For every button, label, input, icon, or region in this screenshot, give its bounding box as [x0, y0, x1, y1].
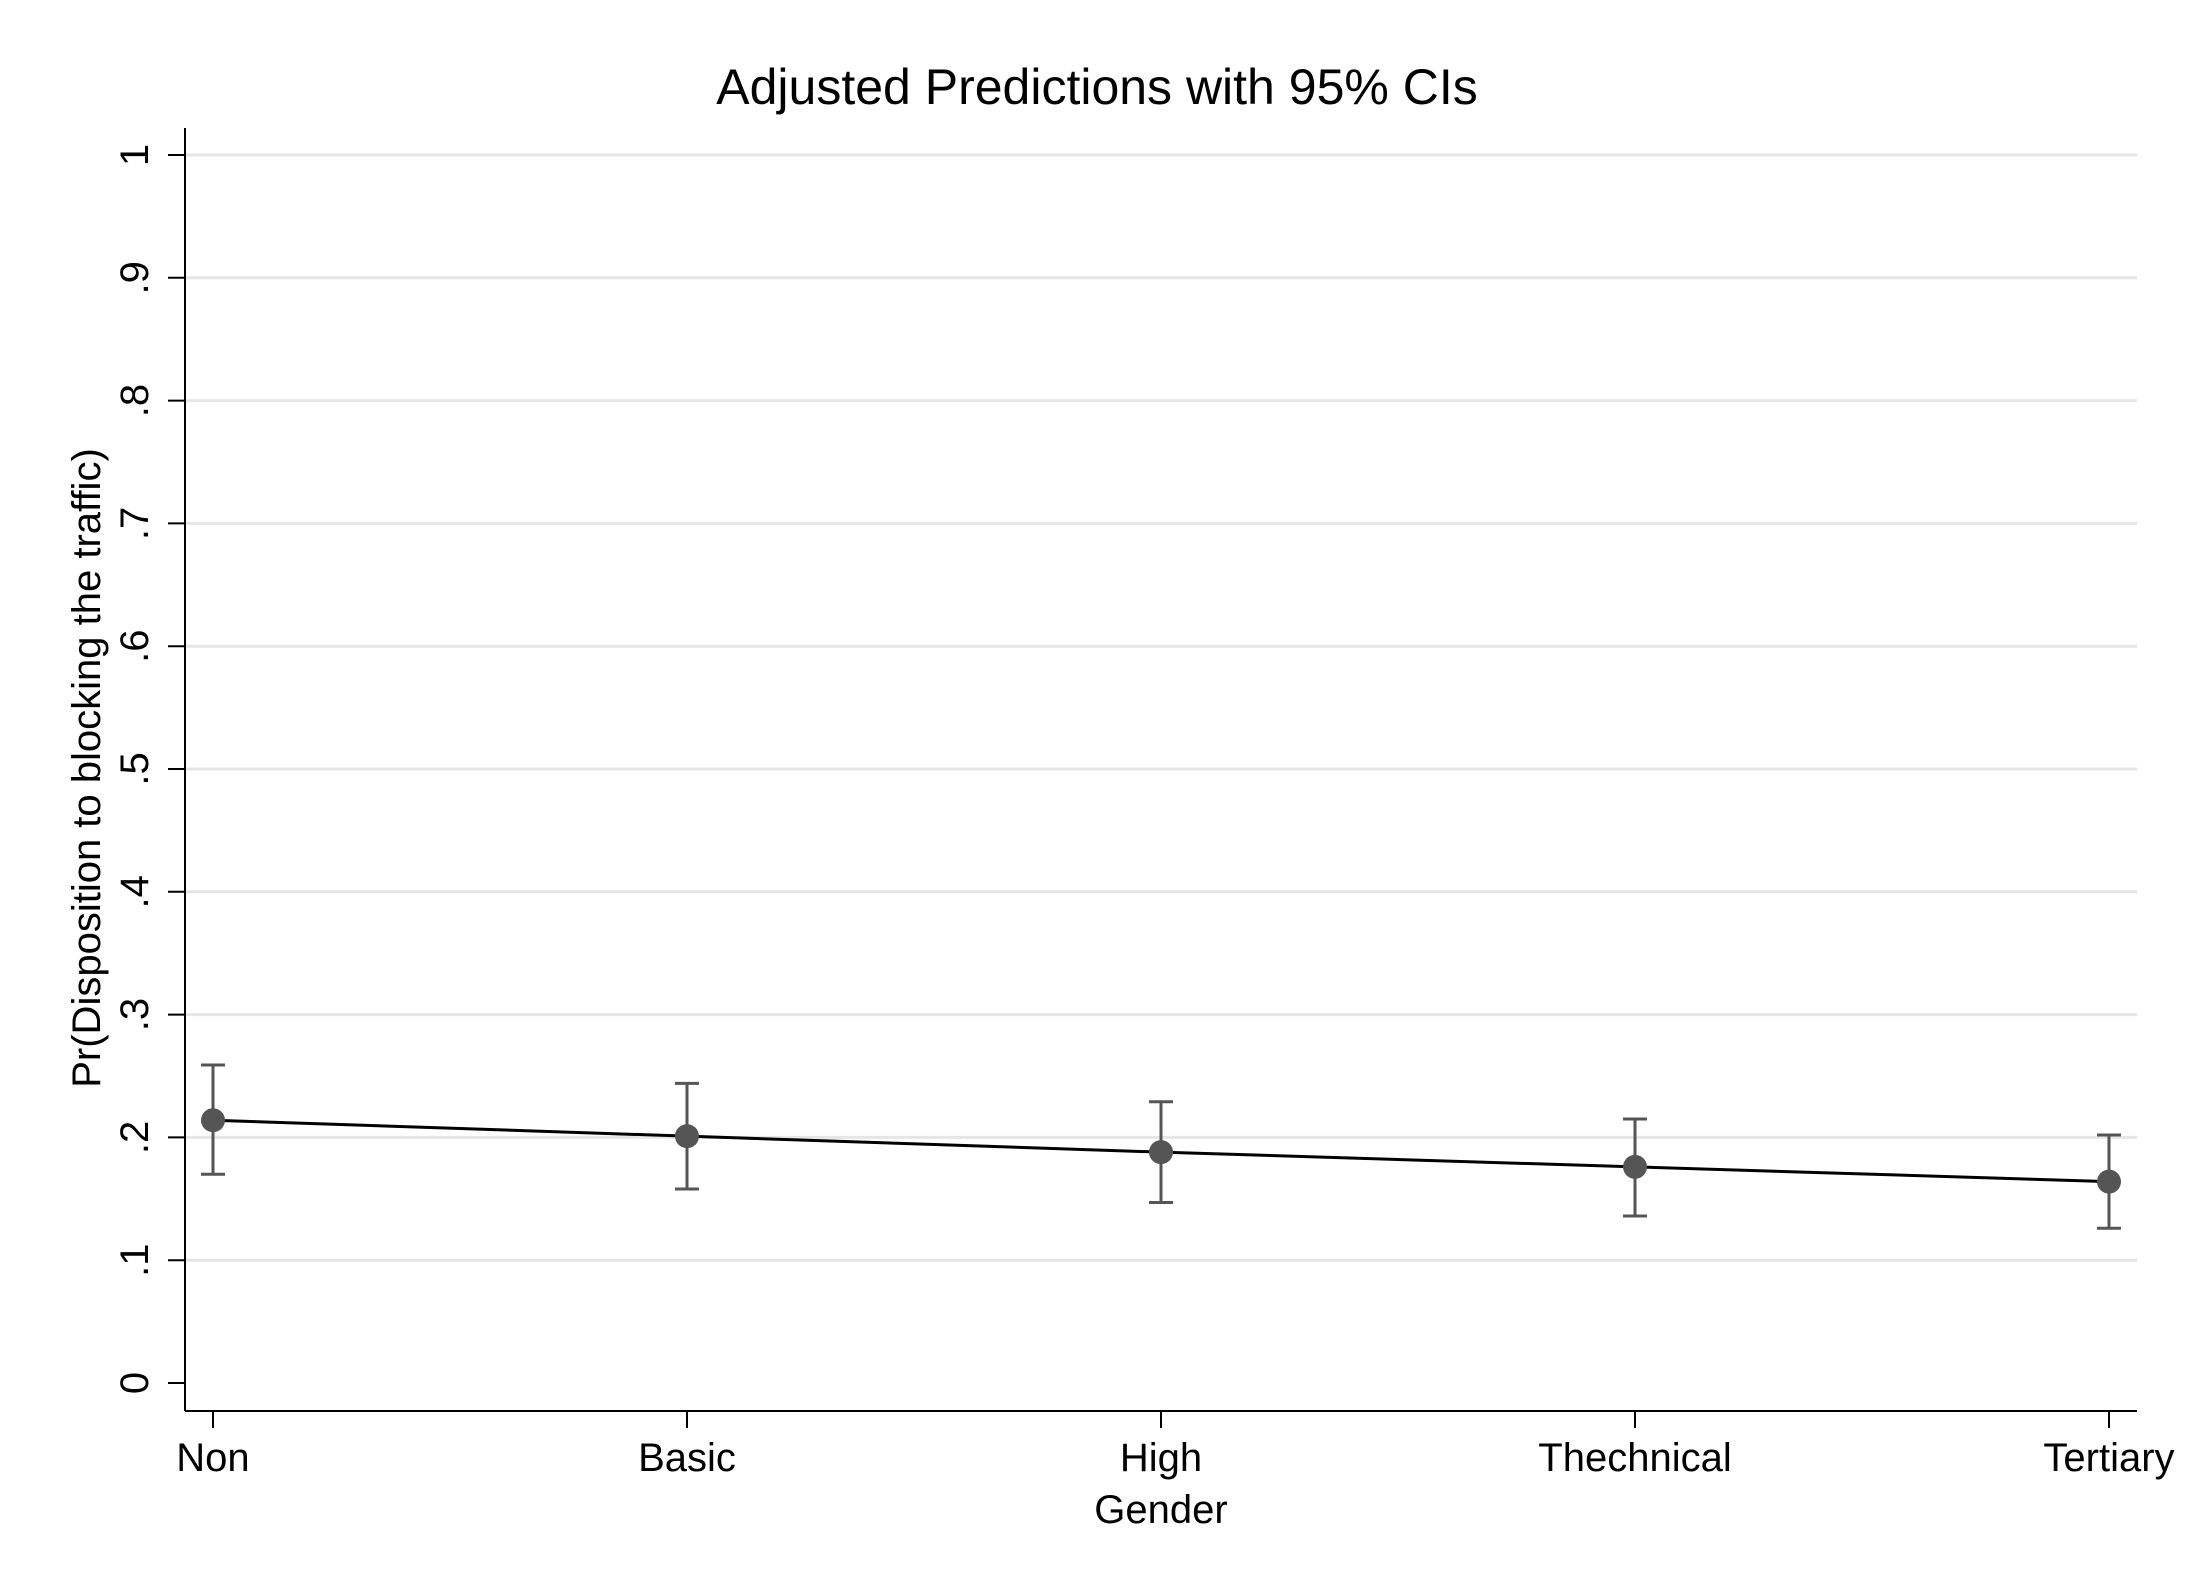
data-point	[1149, 1140, 1173, 1165]
y-tick-label: .2	[113, 1121, 157, 1154]
y-tick-label: .6	[113, 630, 157, 663]
x-tick-label: Tertiary	[2043, 1436, 2174, 1480]
x-tick-label: Thechnical	[1538, 1436, 1731, 1480]
x-tick-label: High	[1120, 1436, 1202, 1480]
data-point	[675, 1124, 699, 1149]
y-tick-label: .5	[113, 752, 157, 785]
y-tick-label: .4	[113, 875, 157, 908]
data-point	[1623, 1154, 1647, 1179]
grid-layer	[186, 153, 2137, 1262]
chart-title: Adjusted Predictions with 95% CIs	[716, 59, 1477, 115]
y-tick-label: 0	[113, 1372, 157, 1394]
y-tick-label: .8	[113, 384, 157, 417]
y-tick-label: .7	[113, 507, 157, 540]
x-tick-label: Non	[176, 1436, 249, 1480]
x-axis-title: Gender	[1094, 1488, 1227, 1532]
data-point	[201, 1108, 225, 1133]
y-axis-title: Pr(Disposition to blocking the traffic)	[65, 448, 109, 1088]
y-tick-label: .1	[113, 1244, 157, 1277]
y-tick-label: .9	[113, 261, 157, 294]
x-ticks: Non Basic High Thechnical Tertiary	[176, 1411, 2175, 1480]
x-tick-label: Basic	[638, 1436, 736, 1480]
series-points	[201, 1108, 2121, 1194]
data-point	[2097, 1169, 2121, 1194]
y-tick-label: .3	[113, 998, 157, 1031]
y-ticks: 0 .1 .2 .3 .4 .5 .6 .7 .8 .9 1	[113, 144, 185, 1394]
y-tick-label: 1	[113, 144, 157, 166]
